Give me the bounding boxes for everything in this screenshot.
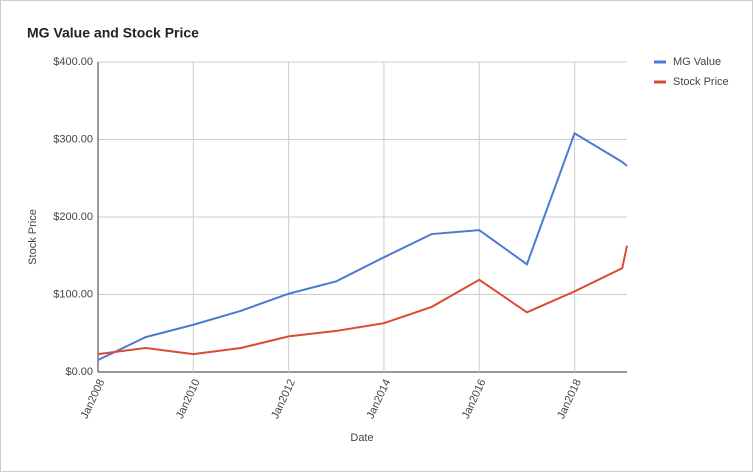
y-tick-label: $300.00 (53, 133, 93, 145)
legend-label: MG Value (673, 56, 721, 68)
series-line (97, 245, 628, 356)
y-tick-label: $100.00 (53, 288, 93, 300)
y-tick-label: $400.00 (53, 56, 93, 68)
y-tick-label: $200.00 (53, 211, 93, 223)
chart-title: MG Value and Stock Price (27, 25, 199, 41)
y-axis-title: Stock Price (27, 209, 39, 265)
y-tick-label: $0.00 (65, 366, 93, 378)
series-line (97, 131, 628, 361)
x-axis-title: Date (350, 432, 373, 444)
legend-label: Stock Price (673, 76, 729, 88)
